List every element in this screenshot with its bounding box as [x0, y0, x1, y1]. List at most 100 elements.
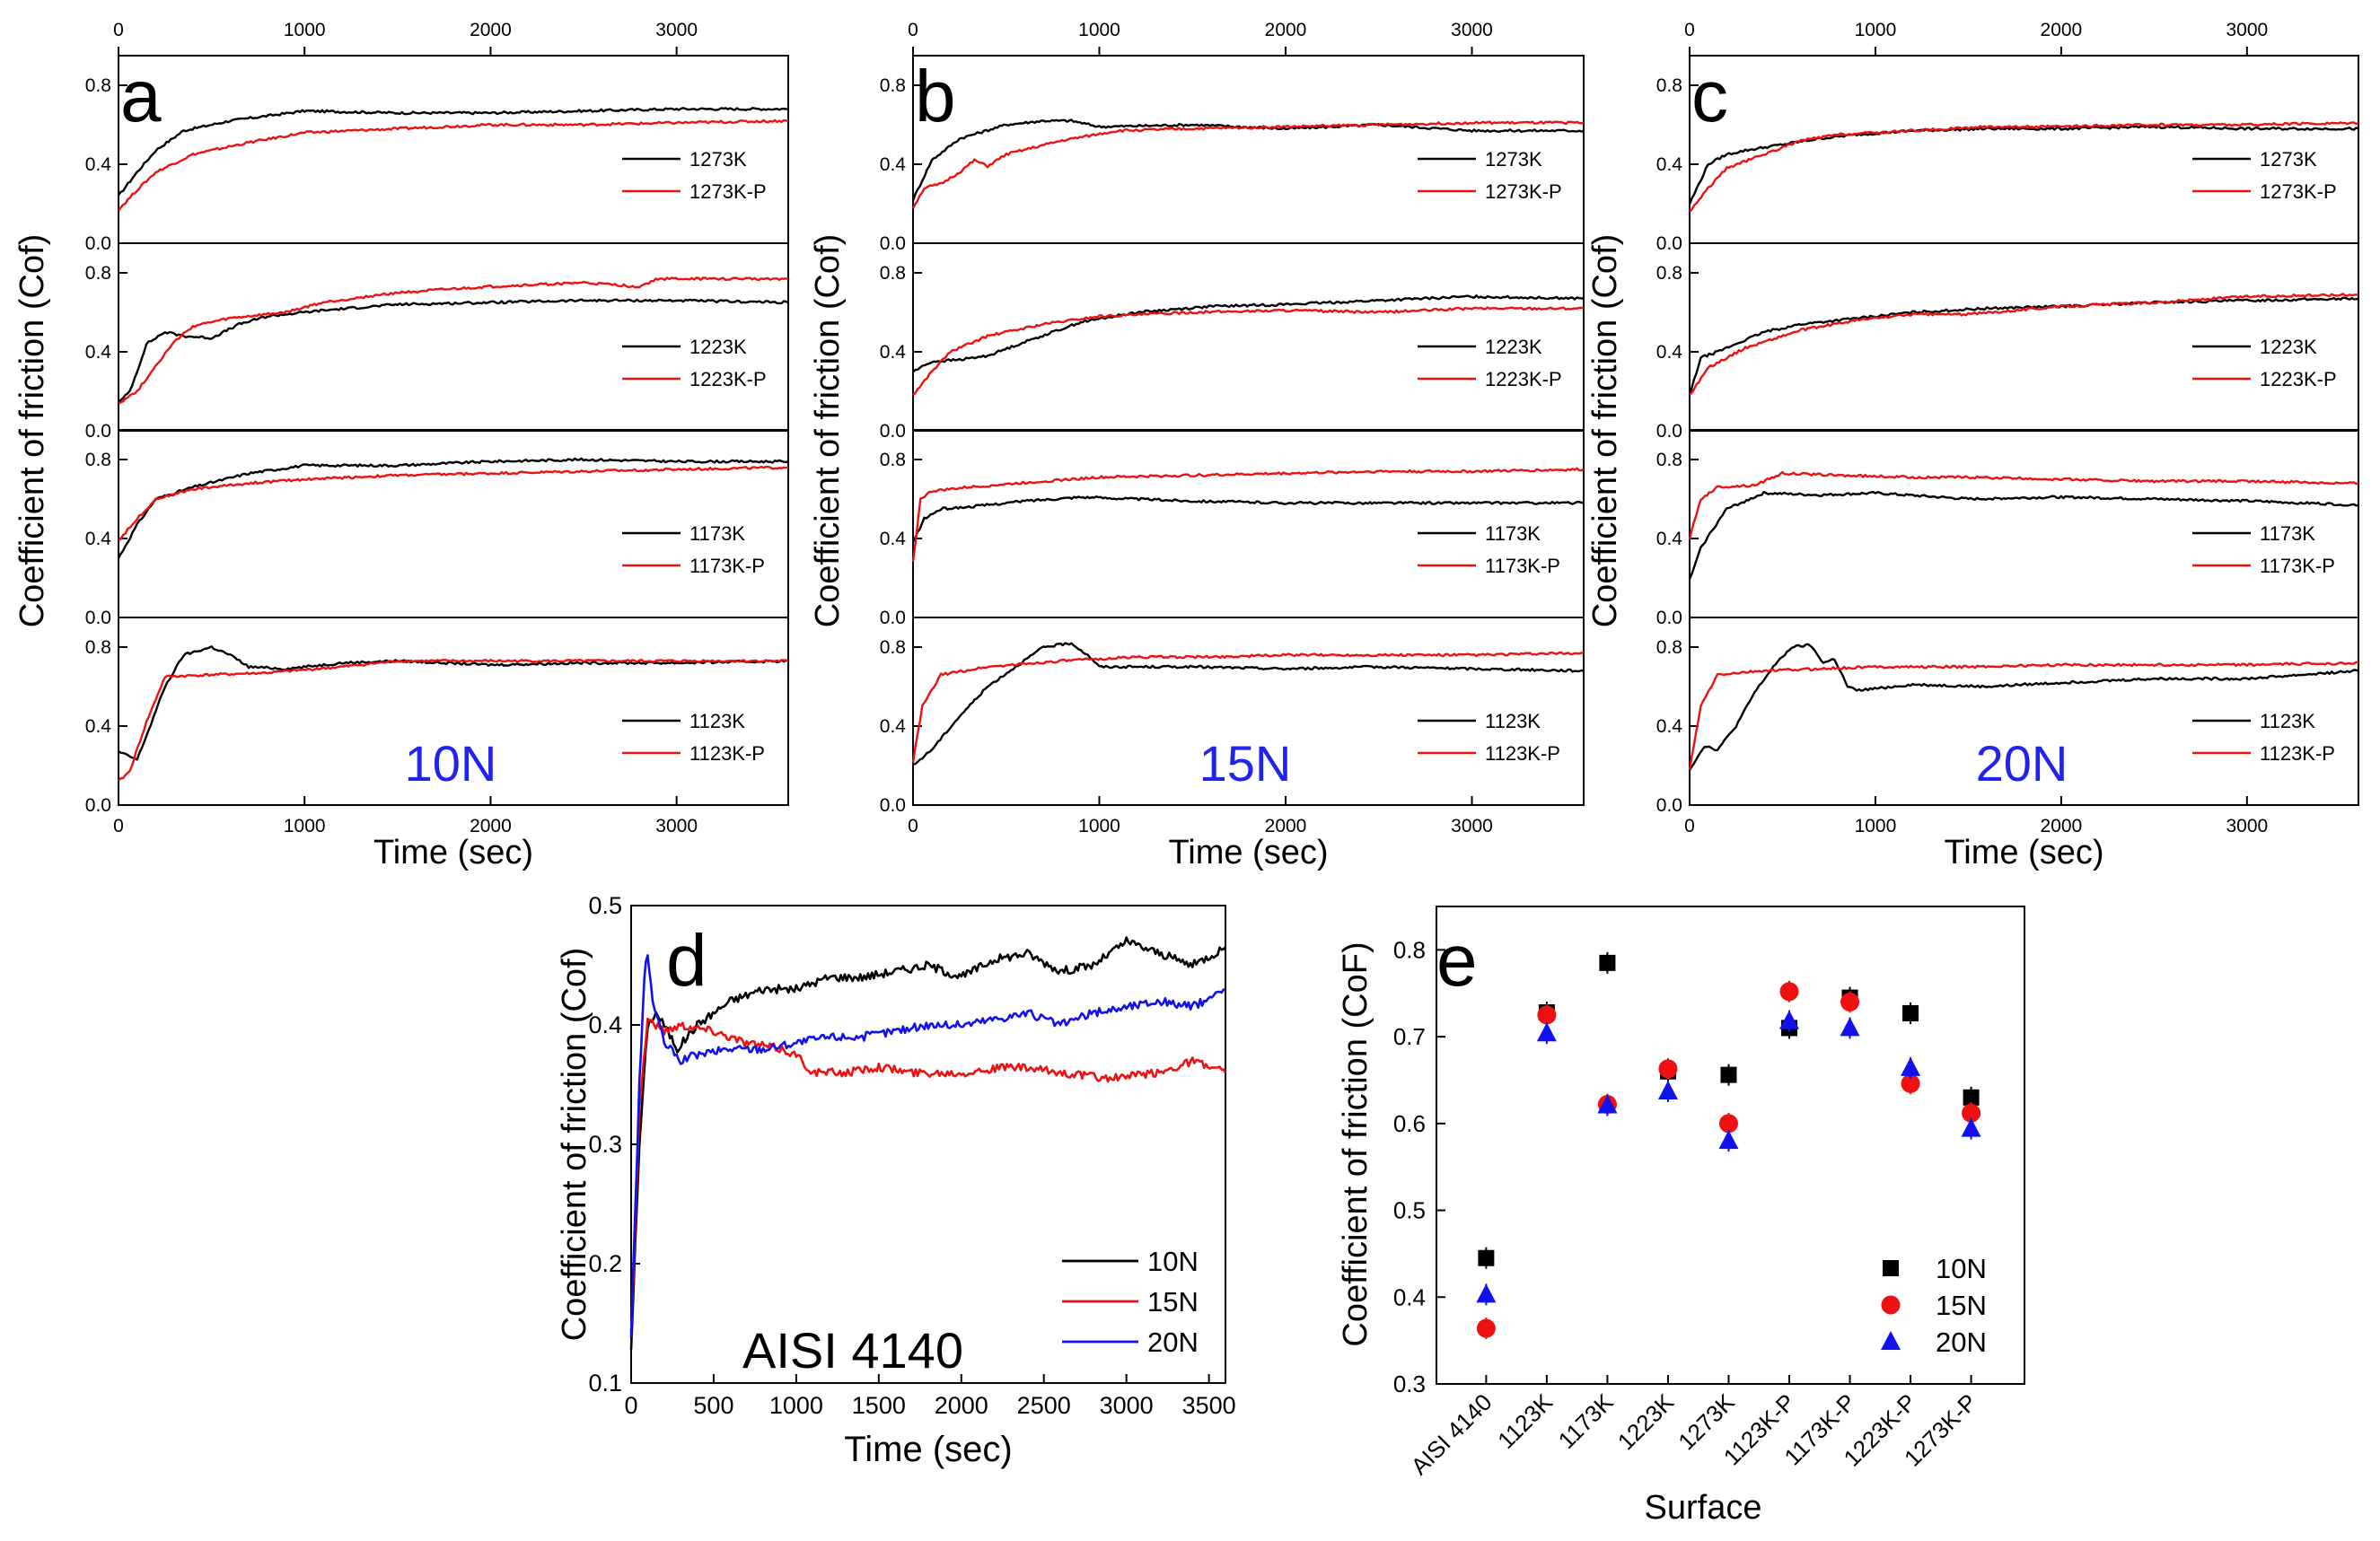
legend-label: 1273K-P: [1485, 180, 1562, 203]
series-line-1123K: [912, 642, 1585, 766]
legend-label: 10N: [1147, 1246, 1199, 1277]
subplot-a-4: 0.0 0.4 0.8 1123K 1123K-P: [85, 617, 789, 816]
series-line-1273K-P: [1689, 121, 2359, 213]
subplot-c-3: 0.0 0.4 0.8 1173K 1173K-P: [1656, 429, 2359, 628]
load-label: 20N: [1976, 735, 2068, 792]
y-tick-label: 0.5: [1393, 1197, 1426, 1224]
y-axis-label: Coefficient of friction (Cof): [556, 948, 593, 1342]
y-tick-label: 0.8: [1393, 936, 1426, 963]
y-tick-label: 0.8: [85, 450, 111, 470]
top-tick-label: 3000: [1451, 20, 1493, 40]
data-point-20N: [1961, 1117, 1981, 1137]
y-tick-label: 0.8: [85, 637, 111, 658]
subplot-frame: [118, 429, 789, 618]
series-line-1223K: [1688, 296, 2359, 396]
y-tick-label: 0.8: [1656, 263, 1682, 284]
y-tick-label: 0.4: [1656, 716, 1683, 737]
y-tick-label: 0.0: [880, 608, 906, 628]
y-tick-label: 0.8: [880, 75, 906, 96]
y-tick-label: 0.0: [1656, 233, 1682, 254]
series-line-1173K: [911, 495, 1585, 543]
legend-label: 1123K-P: [689, 742, 765, 765]
subplot-a-1: 0.0 0.4 0.8 1273K 1273K-P: [85, 55, 789, 254]
bottom-tick-label: 0: [908, 816, 918, 836]
bottom-tick-label: 0: [1684, 816, 1695, 836]
data-point-10N: [1902, 1004, 1919, 1021]
data-point-10N: [1720, 1066, 1737, 1083]
y-tick-label: 0.4: [1656, 154, 1683, 175]
data-point-10N: [1478, 1249, 1495, 1266]
y-tick-label: 0.0: [880, 421, 906, 442]
y-tick-label: 0.8: [85, 263, 111, 284]
legend-label: 1223K: [1485, 336, 1542, 358]
y-tick-label: 0.8: [1656, 450, 1682, 470]
series-line-1173K-P: [118, 465, 789, 541]
x-tick-label: 1000: [769, 1392, 823, 1419]
x-tick-label: 0: [624, 1392, 637, 1419]
legend-label: 1273K: [2260, 148, 2317, 171]
subplot-b-4: 0.0 0.4 0.8 1123K 1123K-P: [880, 617, 1585, 816]
x-tick-label: 2000: [935, 1392, 988, 1419]
subplot-frame: [1689, 242, 2359, 432]
y-tick-label: 0.8: [85, 75, 111, 96]
panel-e: 0.3 0.4 0.5 0.6 0.7 0.8 AISI 41401123K1173K122…: [1337, 906, 2025, 1527]
top-tick-label: 1000: [284, 20, 326, 40]
y-tick-label: 0.0: [880, 233, 906, 254]
data-point-10N: [1599, 954, 1616, 971]
data-point-20N: [1536, 1022, 1557, 1042]
legend-marker: [1883, 1260, 1899, 1276]
x-tick-label: 500: [693, 1392, 733, 1419]
y-tick-label: 0.8: [880, 637, 906, 658]
top-tick-label: 0: [908, 20, 918, 40]
series-line-1273K: [911, 118, 1585, 201]
data-point-20N: [1597, 1094, 1618, 1114]
top-tick-label: 1000: [1855, 20, 1897, 40]
panel-letter: e: [1436, 920, 1478, 1002]
y-tick-label: 0.8: [1656, 75, 1682, 96]
series-line-1123K: [1688, 643, 2359, 771]
x-tick-label: 1500: [852, 1392, 906, 1419]
data-point-10N: [1963, 1089, 1980, 1106]
legend-label: 1273K-P: [689, 180, 767, 203]
legend-label: 1273K: [689, 148, 747, 171]
y-tick-label: 0.4: [588, 1011, 622, 1038]
data-point-15N: [1718, 1114, 1738, 1134]
y-tick-label: 0.8: [1656, 637, 1682, 658]
data-point-20N: [1901, 1056, 1921, 1076]
x-axis-label: Surface: [1645, 1489, 1762, 1527]
subplot-b-3: 0.0 0.4 0.8 1173K 1173K-P: [880, 429, 1585, 628]
series-line-1223K-P: [1689, 293, 2359, 396]
subplot-frame: [912, 617, 1585, 806]
subplot-frame: [118, 242, 789, 432]
load-label: 15N: [1199, 735, 1292, 792]
y-tick-label: 0.0: [85, 795, 111, 816]
legend-label: 1223K-P: [2260, 368, 2337, 390]
bottom-tick-label: 2000: [470, 816, 512, 836]
y-tick-label: 0.6: [1393, 1110, 1426, 1137]
bottom-tick-label: 3000: [655, 816, 698, 836]
legend-label: 1123K-P: [1485, 742, 1560, 765]
bottom-tick-label: 2000: [2041, 816, 2083, 836]
top-tick-label: 0: [1684, 20, 1695, 40]
top-tick-label: 2000: [2041, 20, 2083, 40]
panel-letter: d: [666, 920, 707, 1002]
bottom-tick-label: 1000: [1078, 816, 1120, 836]
y-tick-label: 0.5: [588, 892, 622, 919]
y-tick-label: 0.0: [1656, 795, 1682, 816]
series-line-1173K-P: [911, 467, 1585, 562]
data-point-15N: [1962, 1103, 1981, 1123]
legend-marker: [1881, 1331, 1901, 1350]
y-tick-label: 0.3: [588, 1131, 622, 1158]
legend-label: 1173K: [2260, 522, 2315, 545]
y-tick-label: 0.0: [85, 421, 111, 442]
subplot-frame: [1689, 617, 2359, 806]
subplot-frame: [912, 242, 1585, 432]
x-tick-label: 3500: [1182, 1392, 1236, 1419]
y-tick-label: 0.0: [85, 233, 111, 254]
y-tick-label: 0.1: [588, 1370, 622, 1397]
x-tick-label: 2500: [1017, 1392, 1071, 1419]
data-point-20N: [1779, 1010, 1799, 1029]
y-tick-label: 0.8: [880, 263, 906, 284]
top-tick-label: 1000: [1078, 20, 1120, 40]
